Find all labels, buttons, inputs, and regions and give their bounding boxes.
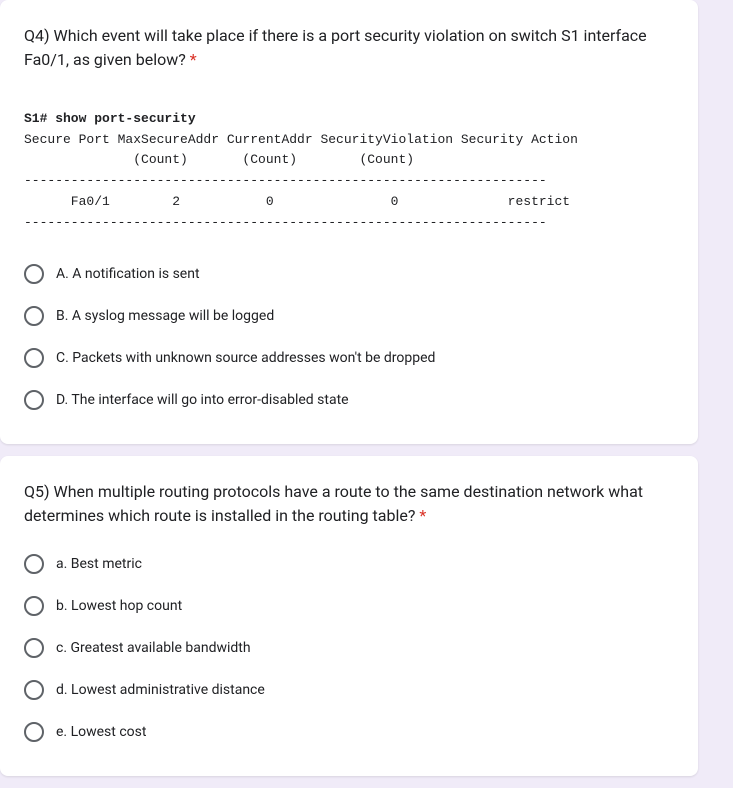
question-card-q5: Q5) When multiple routing protocols have…	[0, 456, 698, 776]
q5-option-d[interactable]: d. Lowest administrative distance	[24, 670, 674, 710]
option-label: d. Lowest administrative distance	[56, 682, 265, 698]
q5-options: a. Best metric b. Lowest hop count c. Gr…	[24, 544, 674, 752]
terminal-data-row: Fa0/1 2 0 0 restrict	[24, 194, 570, 209]
q5-title-text: Q5) When multiple routing protocols have…	[24, 482, 643, 525]
required-asterisk: *	[190, 50, 197, 69]
option-label: D. The interface will go into error-disa…	[56, 392, 349, 408]
terminal-header: Secure Port MaxSecureAddr CurrentAddr Se…	[24, 132, 578, 147]
q4-option-a[interactable]: A. A notification is sent	[24, 254, 674, 294]
q4-option-c[interactable]: C. Packets with unknown source addresses…	[24, 338, 674, 378]
radio-icon	[24, 596, 44, 616]
radio-icon	[24, 306, 44, 326]
radio-icon	[24, 264, 44, 284]
q5-option-e[interactable]: e. Lowest cost	[24, 712, 674, 752]
option-label: C. Packets with unknown source addresses…	[56, 350, 435, 366]
radio-icon	[24, 348, 44, 368]
option-label: e. Lowest cost	[56, 724, 146, 740]
q4-title: Q4) Which event will take place if there…	[24, 24, 674, 72]
q5-option-c[interactable]: c. Greatest available bandwidth	[24, 628, 674, 668]
q4-option-d[interactable]: D. The interface will go into error-disa…	[24, 380, 674, 420]
terminal-subheader: (Count) (Count) (Count)	[24, 152, 414, 167]
option-label: A. A notification is sent	[56, 266, 200, 282]
q5-option-b[interactable]: b. Lowest hop count	[24, 586, 674, 626]
terminal-separator: ----------------------------------------…	[24, 215, 547, 230]
radio-icon	[24, 722, 44, 742]
radio-icon	[24, 390, 44, 410]
q5-option-a[interactable]: a. Best metric	[24, 544, 674, 584]
option-label: c. Greatest available bandwidth	[56, 640, 251, 656]
terminal-separator: ----------------------------------------…	[24, 173, 547, 188]
radio-icon	[24, 554, 44, 574]
radio-icon	[24, 638, 44, 658]
option-label: a. Best metric	[56, 556, 142, 572]
q4-terminal-output: S1# show port-security Secure Port MaxSe…	[24, 88, 674, 234]
option-label: B. A syslog message will be logged	[56, 308, 274, 324]
terminal-command: S1# show port-security	[24, 111, 196, 126]
required-asterisk: *	[419, 506, 426, 525]
q4-title-text: Q4) Which event will take place if there…	[24, 26, 647, 69]
q4-option-b[interactable]: B. A syslog message will be logged	[24, 296, 674, 336]
q4-options: A. A notification is sent B. A syslog me…	[24, 254, 674, 420]
radio-icon	[24, 680, 44, 700]
option-label: b. Lowest hop count	[56, 598, 182, 614]
q5-title: Q5) When multiple routing protocols have…	[24, 480, 674, 528]
question-card-q4: Q4) Which event will take place if there…	[0, 0, 698, 444]
